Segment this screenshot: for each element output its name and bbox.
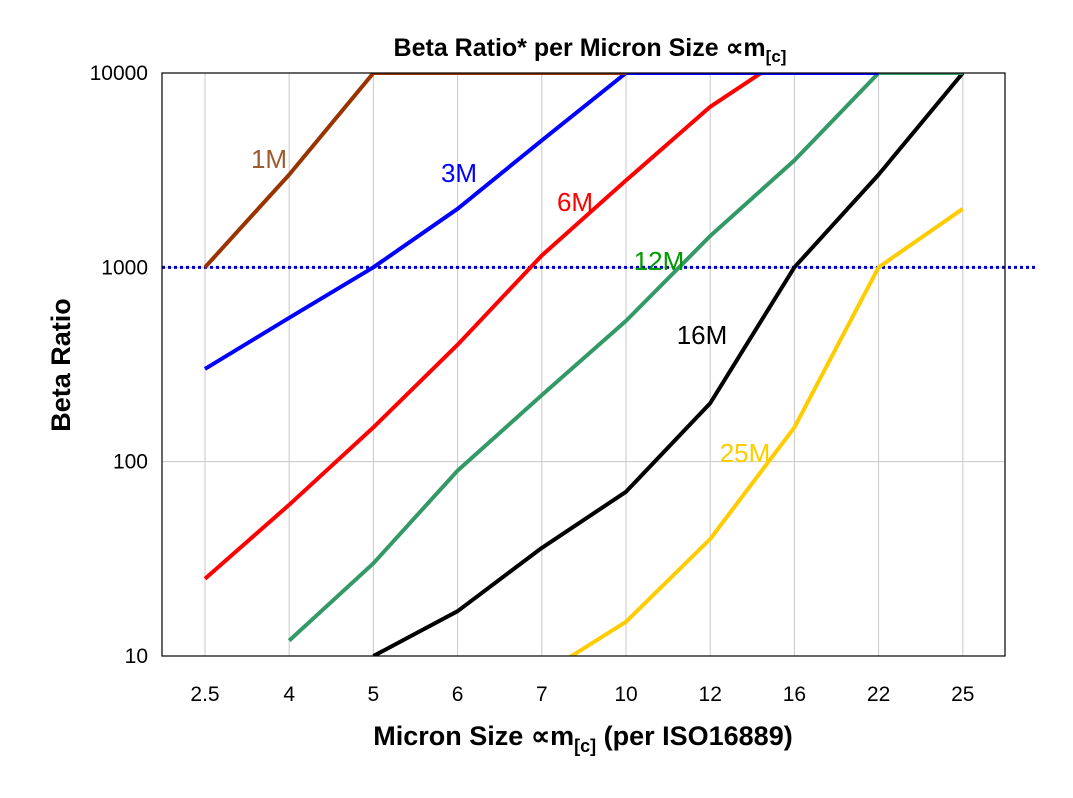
x-tick-label: 6	[452, 683, 464, 706]
x-axis-title: Micron Size ∝m[c] (per ISO16889)	[373, 721, 792, 756]
series-line-3M	[203, 73, 879, 371]
x-tick-label: 10	[614, 683, 637, 706]
series-label-3M: 3M	[441, 158, 477, 188]
series-line-25M	[567, 207, 964, 656]
series-line-6M	[203, 73, 765, 581]
series-label-6M: 6M	[557, 187, 593, 217]
series-lines	[203, 73, 965, 656]
x-tick-label: 25	[951, 683, 974, 706]
y-axis-title: Beta Ratio	[46, 298, 76, 432]
x-tick-label: 2.5	[190, 683, 219, 706]
x-tick-label: 12	[699, 683, 722, 706]
series-label-12M: 12M	[634, 246, 685, 276]
y-tick-label: 10	[125, 645, 148, 668]
x-tick-label: 7	[536, 683, 548, 706]
grid	[162, 73, 1035, 656]
plot-area-border	[161, 72, 1006, 657]
series-line-16M	[372, 73, 965, 656]
series-line-12M	[287, 73, 963, 643]
series-line-1M	[203, 73, 626, 269]
y-tick-label: 10000	[90, 62, 148, 85]
x-tick-label: 4	[283, 683, 295, 706]
y-tick-label: 100	[113, 451, 148, 474]
series-label-25M: 25M	[720, 438, 771, 468]
x-tick-label: 22	[867, 683, 890, 706]
y-tick-label: 1000	[101, 256, 148, 279]
x-tick-label: 16	[783, 683, 806, 706]
y-tick-labels: 10 100 1000 10000	[90, 62, 148, 668]
chart-title: Beta Ratio* per Micron Size ∝m[c]	[394, 34, 787, 66]
series-label-16M: 16M	[677, 320, 728, 350]
x-tick-label: 5	[368, 683, 380, 706]
series-labels: 1M 3M 6M 12M 16M 25M	[251, 144, 770, 468]
x-tick-labels: 2.5 4 5 6 7 10 12 16 22 25	[190, 683, 974, 706]
series-label-1M: 1M	[251, 144, 287, 174]
